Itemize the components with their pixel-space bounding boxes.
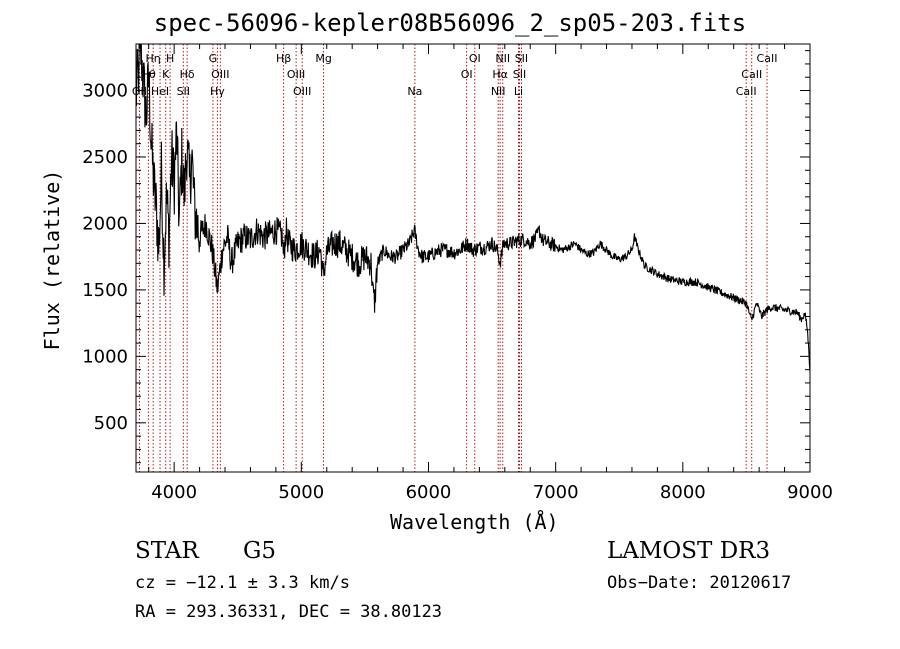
line-label: G bbox=[209, 52, 218, 65]
line-label: OII bbox=[132, 85, 147, 98]
line-label: NII bbox=[495, 52, 510, 65]
x-tick-label: 7000 bbox=[533, 482, 579, 503]
x-tick-label: 8000 bbox=[660, 482, 706, 503]
line-label: Mg bbox=[315, 52, 331, 65]
line-label: Hγ bbox=[210, 85, 225, 98]
line-label: K bbox=[162, 68, 170, 81]
line-label: Hβ bbox=[276, 52, 291, 65]
line-label: Hδ bbox=[180, 68, 195, 81]
y-tick-label: 2000 bbox=[82, 213, 128, 234]
line-label: OI bbox=[469, 52, 481, 65]
line-label: H bbox=[166, 52, 174, 65]
line-label: OIII bbox=[211, 68, 229, 81]
line-label: Hθ bbox=[141, 68, 156, 81]
y-tick-label: 2500 bbox=[82, 147, 128, 168]
y-tick-label: 3000 bbox=[82, 81, 128, 102]
redshift-velocity: cz = −12.1 ± 3.3 km/s bbox=[135, 573, 350, 593]
line-label: OIII bbox=[293, 85, 311, 98]
line-label: Na bbox=[407, 85, 422, 98]
line-label: OI bbox=[461, 68, 473, 81]
chart-title: spec-56096-kepler08B56096_2_sp05-203.fit… bbox=[153, 9, 747, 37]
object-subclass: G5 bbox=[243, 538, 277, 564]
line-label: Hα bbox=[492, 68, 508, 81]
line-label: HeI bbox=[151, 85, 169, 98]
x-axis-label: Wavelength (Å) bbox=[390, 510, 559, 534]
line-label: CaII bbox=[741, 68, 762, 81]
y-tick-label: 500 bbox=[94, 413, 128, 434]
axis-ticks: 4000 5000 6000 7000 8000 9000 500 1000 1500 2000 2… bbox=[82, 44, 833, 503]
line-label: CaII bbox=[757, 52, 778, 65]
y-tick-label: 1000 bbox=[82, 346, 128, 367]
x-tick-label: 6000 bbox=[406, 482, 452, 503]
spectrum-line bbox=[135, 43, 811, 371]
line-label: CaII bbox=[736, 85, 757, 98]
plot-frame bbox=[135, 43, 811, 473]
line-label: SII bbox=[177, 85, 190, 98]
survey-name: LAMOST DR3 bbox=[607, 538, 771, 564]
line-label: Hη bbox=[146, 52, 161, 65]
line-label: SII bbox=[515, 52, 528, 65]
x-tick-label: 5000 bbox=[278, 482, 324, 503]
x-tick-label: 4000 bbox=[151, 482, 197, 503]
coordinates: RA = 293.36331, DEC = 38.80123 bbox=[135, 602, 443, 622]
object-class: STAR bbox=[135, 538, 199, 564]
line-label: NII bbox=[491, 85, 506, 98]
y-axis-label: Flux (relative) bbox=[40, 169, 64, 351]
line-label: Li bbox=[514, 85, 523, 98]
line-label: SII bbox=[513, 68, 526, 81]
line-label: OIII bbox=[287, 68, 305, 81]
observation-date: Obs−Date: 20120617 bbox=[607, 573, 792, 593]
x-tick-label: 9000 bbox=[787, 482, 833, 503]
y-tick-label: 1500 bbox=[82, 280, 128, 301]
